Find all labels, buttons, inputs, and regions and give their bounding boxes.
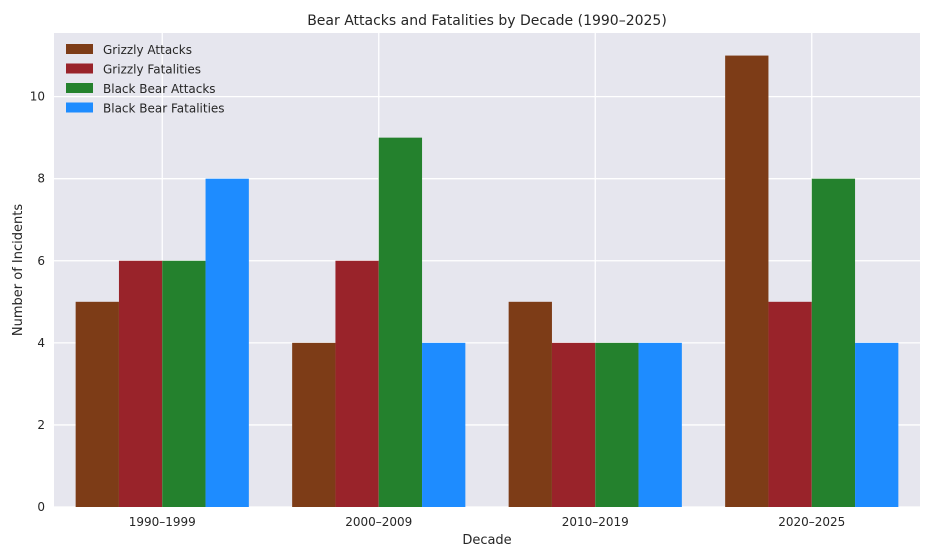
chart-title: Bear Attacks and Fatalities by Decade (1… [307, 13, 667, 29]
bar [595, 342, 639, 507]
bar [205, 178, 249, 508]
y-axis-label: Number of Incidents [11, 204, 26, 336]
bar [811, 178, 856, 508]
bars [75, 55, 899, 508]
bar [292, 342, 336, 507]
bar [118, 260, 163, 507]
bar [508, 301, 552, 507]
legend-swatch [66, 63, 93, 74]
legend-swatch [66, 44, 93, 54]
bar [422, 342, 466, 507]
bar [551, 342, 596, 507]
legend-label: Grizzly Fatalities [103, 63, 201, 77]
x-tick-label: 2020–2025 [778, 515, 845, 529]
bar [768, 301, 812, 507]
bar [75, 301, 119, 507]
y-tick-label: 4 [37, 336, 45, 350]
x-axis-label: Decade [462, 533, 511, 548]
legend-label: Black Bear Fatalities [103, 102, 225, 116]
y-tick-label: 8 [37, 172, 45, 186]
legend-label: Grizzly Attacks [103, 43, 192, 57]
legend-swatch [66, 102, 93, 113]
bar [725, 55, 769, 507]
x-axis-ticks: 1990–1999 2000–2009 2010–2019 2020–2025 [129, 515, 846, 529]
legend-swatch [66, 83, 93, 93]
bar [162, 260, 206, 507]
bar [378, 137, 423, 507]
legend: Grizzly Attacks Grizzly Fatalities Black B… [66, 43, 225, 116]
y-tick-label: 0 [37, 500, 45, 514]
bar [638, 342, 682, 507]
y-axis-ticks: 0 2 4 6 8 10 [30, 90, 45, 514]
y-tick-label: 6 [37, 254, 45, 268]
x-tick-label: 2010–2019 [562, 515, 629, 529]
bar [335, 260, 379, 507]
bar [855, 342, 899, 507]
legend-label: Black Bear Attacks [103, 82, 216, 96]
y-tick-label: 10 [30, 90, 45, 104]
y-tick-label: 2 [37, 418, 45, 432]
x-tick-label: 1990–1999 [129, 515, 196, 529]
x-tick-label: 2000–2009 [345, 515, 412, 529]
